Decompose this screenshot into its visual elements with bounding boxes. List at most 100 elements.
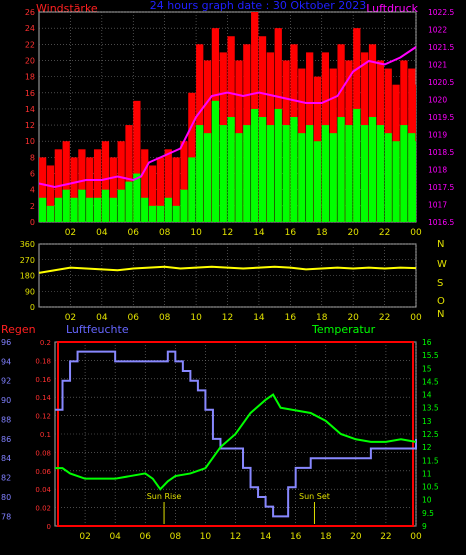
wind-average-bar [321, 125, 330, 222]
p3-humidity-tick: 92 [1, 377, 11, 386]
p2-x-tick: 18 [316, 313, 328, 323]
p1-y-left-tick: 6 [30, 170, 35, 179]
p2-compass-letter: S [437, 278, 443, 289]
p1-x-tick: 06 [128, 228, 140, 238]
p3-temp-tick: 14.5 [422, 377, 439, 386]
p3-temp-tick: 10.5 [422, 483, 439, 492]
wind-average-bar [282, 125, 290, 222]
p1-y-right-tick: 1020.5 [428, 78, 454, 87]
p3-rain-tick: 0.14 [35, 394, 51, 402]
p1-y-right-tick: 1022 [428, 26, 447, 35]
p1-y-right-tick: 1019.5 [428, 113, 454, 122]
wind-average-bar [243, 125, 251, 222]
p3-rain-tick: 0 [47, 523, 51, 531]
wind-average-bar [62, 189, 70, 222]
p3-x-tick: 14 [260, 532, 272, 542]
p2-x-tick: 04 [96, 313, 108, 323]
p3-rain-tick: 0.16 [35, 376, 51, 384]
wind-average-bar [400, 125, 408, 222]
p3-temp-tick: 12 [422, 443, 432, 452]
p3-temp-tick: 10 [422, 496, 432, 505]
p3-humidity-tick: 82 [1, 474, 11, 483]
wind-average-bar [408, 141, 416, 222]
wind-average-bar [39, 197, 47, 222]
wind-average-bar [251, 108, 259, 222]
p2-x-tick: 02 [65, 313, 76, 323]
wind-average-bar [219, 125, 227, 222]
p1-y-left-tick: 26 [25, 8, 35, 17]
p3-temp-tick: 12.5 [422, 430, 439, 439]
wind-average-bar [290, 117, 298, 222]
wind-average-bar [306, 125, 314, 222]
p3-humidity-tick: 88 [1, 415, 11, 424]
p2-x-tick: 16 [285, 313, 297, 323]
wind-average-bar [345, 125, 353, 222]
chart3-right-label: Temperatur [311, 323, 376, 336]
p2-x-tick: 22 [379, 313, 390, 323]
p3-temp-tick: 16 [422, 338, 432, 347]
p2-x-tick: 14 [253, 313, 265, 323]
humidity-line [55, 350, 417, 518]
p2-x-tick: 08 [159, 313, 171, 323]
humidity-temp-plot: 02 04 06 08 10 12 14 16 18 20 22 007880828486889092… [1, 338, 439, 542]
rain-line [57, 341, 414, 527]
wind-average-bar [274, 108, 282, 222]
wind-gust-bar [93, 149, 102, 222]
p3-rain-tick: 0.08 [35, 449, 51, 457]
p3-x-tick: 22 [380, 532, 391, 542]
wind-average-bar [211, 100, 220, 222]
wind-gust-bar [141, 149, 149, 222]
wind-average-bar [164, 197, 172, 222]
p1-y-left-tick: 8 [30, 153, 35, 162]
p1-y-left-tick: 0 [30, 218, 35, 227]
wind-average-bar [258, 117, 267, 222]
wind-average-bar [235, 133, 243, 222]
p3-x-tick: 18 [320, 532, 332, 542]
wind-average-bar [361, 125, 369, 222]
p1-y-right-tick: 1020 [428, 96, 447, 105]
p1-x-tick: 12 [222, 228, 233, 238]
wind-average-bar [148, 205, 157, 222]
wind-average-bar [133, 173, 141, 222]
wind-average-bar [188, 157, 196, 222]
p3-temp-tick: 13 [422, 417, 432, 426]
p3-rain-tick: 0.02 [35, 505, 51, 513]
p1-x-tick: 04 [96, 228, 108, 238]
wind-pressure-plot: 02 04 06 08 10 12 14 16 18 20 22 000246810121416182… [25, 8, 455, 238]
chart3-mid-label: Luftfeuchte [66, 323, 129, 336]
p3-humidity-tick: 90 [1, 396, 11, 405]
p3-temp-tick: 15.5 [422, 351, 439, 360]
wind-average-bar [86, 197, 94, 222]
wind-average-bar [172, 205, 180, 222]
temperature-line [55, 393, 417, 491]
p3-x-tick: 02 [79, 532, 90, 542]
wind-average-bar [54, 197, 62, 222]
wind-average-bar [141, 197, 149, 222]
p1-y-left-tick: 22 [25, 40, 35, 49]
p1-y-right-tick: 1021.5 [428, 43, 454, 52]
wind-average-bar [266, 125, 275, 222]
wind-average-bar [93, 197, 102, 222]
wind-gust-bar [180, 141, 188, 222]
p1-y-left-tick: 12 [25, 121, 35, 130]
wind-gust-bar [101, 141, 110, 222]
p1-y-left-tick: 4 [30, 186, 35, 195]
p1-y-right-tick: 1017 [428, 201, 447, 210]
p1-y-left-tick: 18 [25, 73, 35, 82]
p1-y-right-tick: 1022.5 [428, 8, 454, 17]
p1-y-right-tick: 1016.5 [428, 218, 454, 227]
p3-humidity-tick: 86 [1, 435, 11, 444]
wind-gust-bar [156, 157, 165, 222]
wind-average-bar [298, 133, 306, 222]
wind-average-bar [156, 205, 165, 222]
p3-humidity-tick: 80 [1, 493, 11, 502]
p1-y-right-tick: 1017.5 [428, 183, 454, 192]
wind-gust-bar [125, 125, 133, 222]
sun-marker-label: Sun Rise [147, 492, 182, 501]
wind-direction-line [38, 265, 417, 274]
sun-marker-label: Sun Set [299, 492, 330, 501]
p3-humidity-tick: 84 [1, 454, 11, 463]
wind-average-bar [196, 125, 204, 222]
